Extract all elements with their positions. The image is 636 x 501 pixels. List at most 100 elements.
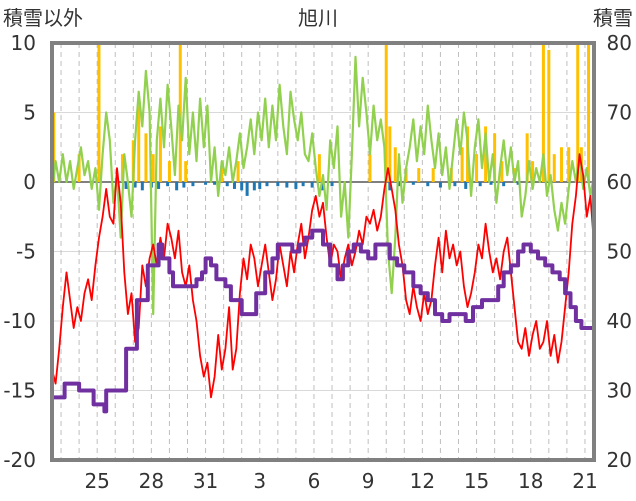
x-tick-label: 21: [572, 469, 597, 493]
wind-line: [52, 55, 594, 316]
precip-bar: [276, 182, 280, 187]
snowfall-bar: [547, 49, 551, 183]
precip-bar: [321, 182, 325, 191]
precip-bar: [330, 182, 334, 187]
right-tick-label: 40: [607, 309, 632, 333]
plot-frame: [50, 41, 596, 462]
right-tick-label: 30: [607, 379, 632, 403]
right-tick-label: 20: [607, 448, 632, 472]
precip-bar: [166, 182, 170, 187]
precip-bar: [225, 182, 229, 187]
right-tick-label: 70: [607, 101, 632, 125]
snowfall-bar: [151, 154, 155, 182]
snowfall-bar: [77, 154, 81, 182]
snowfall-bar: [97, 43, 101, 182]
snowfall-bar: [220, 168, 224, 182]
right-tick-label: 80: [607, 31, 632, 55]
snowfall-bar: [431, 168, 435, 182]
snowfall-bar: [525, 133, 529, 182]
precip-bar: [204, 182, 208, 185]
snowfall-bar: [317, 154, 321, 182]
snowfall-bar: [460, 147, 464, 182]
precip-bar: [453, 182, 457, 187]
precip-bar: [175, 182, 179, 191]
snowfall-bar: [236, 161, 240, 182]
snowfall-bar: [559, 147, 563, 182]
precip-bar: [502, 182, 506, 187]
x-tick-label: 6: [308, 469, 321, 493]
snowfall-bar: [587, 43, 591, 182]
snowfall-bar: [541, 43, 545, 182]
x-tick-label: 9: [362, 469, 375, 493]
snowfall-bar: [368, 154, 372, 182]
x-tick-label: 28: [139, 469, 164, 493]
snowfall-bar: [158, 126, 162, 182]
precip-bar: [478, 182, 482, 187]
left-tick-label: -15: [3, 379, 36, 403]
precip-bar: [285, 182, 289, 188]
precip-bar: [245, 182, 249, 196]
snowfall-bar: [388, 126, 392, 182]
left-tick-label: 5: [23, 101, 36, 125]
precip-bar: [191, 182, 195, 187]
snowfall-bar: [144, 133, 148, 182]
snowfall-bar: [393, 147, 397, 182]
snowfall-bar: [120, 154, 124, 182]
precip-bar: [265, 182, 269, 187]
snowfall-bar: [184, 161, 188, 182]
right-tick-label: 50: [607, 240, 632, 264]
grid: [52, 43, 594, 460]
snowfall-bar: [167, 161, 171, 182]
snowfall-bar: [417, 168, 421, 182]
snowfall-bar: [384, 43, 388, 182]
snowfall-bar: [552, 154, 556, 182]
left-tick-label: 0: [23, 170, 36, 194]
right-tick-label: 60: [607, 170, 632, 194]
precip-bar: [464, 182, 468, 189]
left-tick-label: -20: [3, 448, 36, 472]
precip-bar: [133, 182, 137, 188]
x-tick-label: 15: [464, 469, 489, 493]
precip-bar: [310, 182, 314, 188]
snowfall-bar: [576, 43, 580, 182]
snowfall-bar: [137, 105, 141, 182]
snowfall-bar: [500, 161, 504, 182]
snowfall-bar: [567, 147, 571, 182]
precip-bar: [489, 182, 493, 185]
precip-bar: [232, 182, 236, 189]
precip-bar: [182, 182, 186, 188]
precip-bar: [258, 182, 262, 189]
precip-bar: [388, 182, 392, 191]
precip-bar: [252, 182, 256, 191]
precip-bar: [294, 182, 298, 189]
right-axis-label: 積雪: [593, 6, 633, 30]
precip-bar: [213, 182, 217, 185]
snowfall-bar: [484, 126, 488, 182]
precip-bar: [157, 182, 161, 189]
snowdepth-line: [52, 228, 594, 414]
precip-bar: [301, 182, 305, 187]
x-tick-label: 18: [518, 469, 543, 493]
precip-bar: [411, 182, 415, 185]
precip-bar: [516, 182, 520, 185]
x-tick-label: 12: [410, 469, 435, 493]
line-series: [52, 55, 594, 414]
chart-title: 旭川: [298, 6, 338, 30]
x-tick-label: 25: [84, 469, 109, 493]
left-axis-label: 積雪以外: [3, 6, 83, 30]
precip-bar: [124, 182, 128, 189]
x-tick-label: 31: [193, 469, 218, 493]
precip-bar: [438, 182, 442, 188]
snowfall-bar: [531, 161, 535, 182]
snowfall-bar: [475, 154, 479, 182]
left-tick-label: 10: [11, 31, 36, 55]
snowfall-bar: [493, 133, 497, 182]
left-tick-label: -5: [16, 240, 36, 264]
x-tick-label: 3: [253, 469, 266, 493]
precip-bar: [426, 182, 430, 187]
precip-bar: [240, 182, 244, 191]
precip-bar: [397, 182, 401, 187]
